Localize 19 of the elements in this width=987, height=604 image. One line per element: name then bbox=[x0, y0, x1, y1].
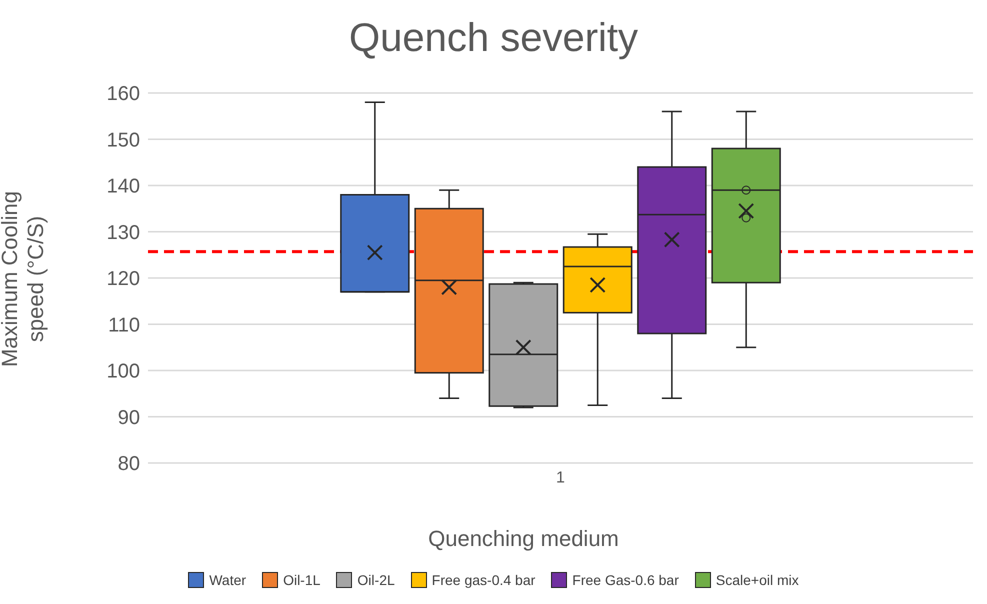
legend-label: Scale+oil mix bbox=[716, 572, 799, 588]
y-tick-label: 110 bbox=[108, 314, 140, 336]
y-tick-label: 80 bbox=[118, 453, 140, 476]
y-tick-label: 140 bbox=[106, 176, 140, 198]
legend-label: Water bbox=[209, 572, 246, 588]
legend-label: Oil-2L bbox=[357, 572, 395, 588]
x-axis-title: Quenching medium bbox=[427, 526, 620, 552]
legend-label: Free Gas-0.6 bar bbox=[572, 572, 679, 588]
y-tick-label: 120 bbox=[106, 268, 140, 290]
y-tick-label: 100 bbox=[106, 360, 140, 383]
y-tick-label: 90 bbox=[118, 406, 140, 429]
chart-title: Quench severity bbox=[348, 16, 640, 61]
y-tick-label: 150 bbox=[106, 129, 140, 152]
y-axis-title: Maximum Cooling speed (°C/S) bbox=[0, 190, 49, 370]
y-tick-label: 130 bbox=[106, 222, 140, 244]
y-tick-label: 160 bbox=[106, 83, 140, 106]
legend-label: Oil-1L bbox=[283, 572, 320, 588]
x-tick-label: 1 bbox=[556, 469, 566, 486]
legend-label: Free gas-0.4 bar bbox=[432, 572, 536, 588]
